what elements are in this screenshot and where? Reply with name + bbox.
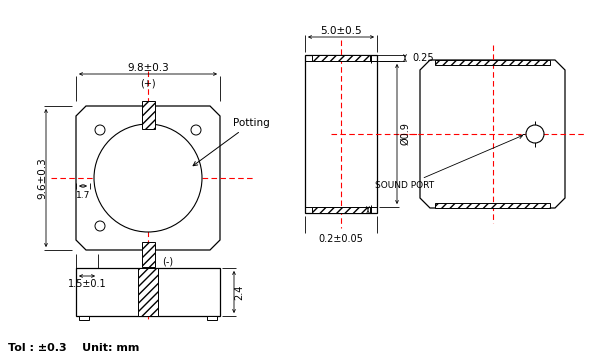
Polygon shape xyxy=(76,106,220,250)
Circle shape xyxy=(95,125,105,135)
Text: (+): (+) xyxy=(140,79,156,89)
Bar xyxy=(142,242,155,267)
Circle shape xyxy=(526,125,544,143)
Text: 9.8±0.3: 9.8±0.3 xyxy=(127,63,169,73)
Bar xyxy=(312,55,370,61)
Bar xyxy=(312,207,370,213)
Text: (-): (-) xyxy=(162,257,173,267)
Text: 1.7: 1.7 xyxy=(76,192,90,201)
Polygon shape xyxy=(420,60,565,208)
Circle shape xyxy=(94,124,202,232)
Text: 5.0±0.5: 5.0±0.5 xyxy=(320,26,362,36)
Bar xyxy=(76,268,220,316)
Text: 0.25: 0.25 xyxy=(412,53,434,63)
Circle shape xyxy=(95,221,105,231)
Text: Potting: Potting xyxy=(193,118,270,166)
Text: 2.4: 2.4 xyxy=(234,284,244,300)
Bar xyxy=(305,55,377,213)
Text: SOUND PORT: SOUND PORT xyxy=(375,135,523,190)
Text: 0.2±0.05: 0.2±0.05 xyxy=(319,234,364,244)
Bar xyxy=(435,60,550,65)
Bar xyxy=(138,268,158,316)
Bar xyxy=(142,101,155,129)
Bar xyxy=(435,203,550,208)
Text: Ø0.9: Ø0.9 xyxy=(400,122,410,145)
Bar xyxy=(207,316,217,320)
Bar xyxy=(79,316,89,320)
Text: 9.6±0.3: 9.6±0.3 xyxy=(37,157,47,199)
Circle shape xyxy=(191,125,201,135)
Text: 1.5±0.1: 1.5±0.1 xyxy=(68,279,106,289)
Text: Tol : ±0.3    Unit: mm: Tol : ±0.3 Unit: mm xyxy=(8,343,139,353)
